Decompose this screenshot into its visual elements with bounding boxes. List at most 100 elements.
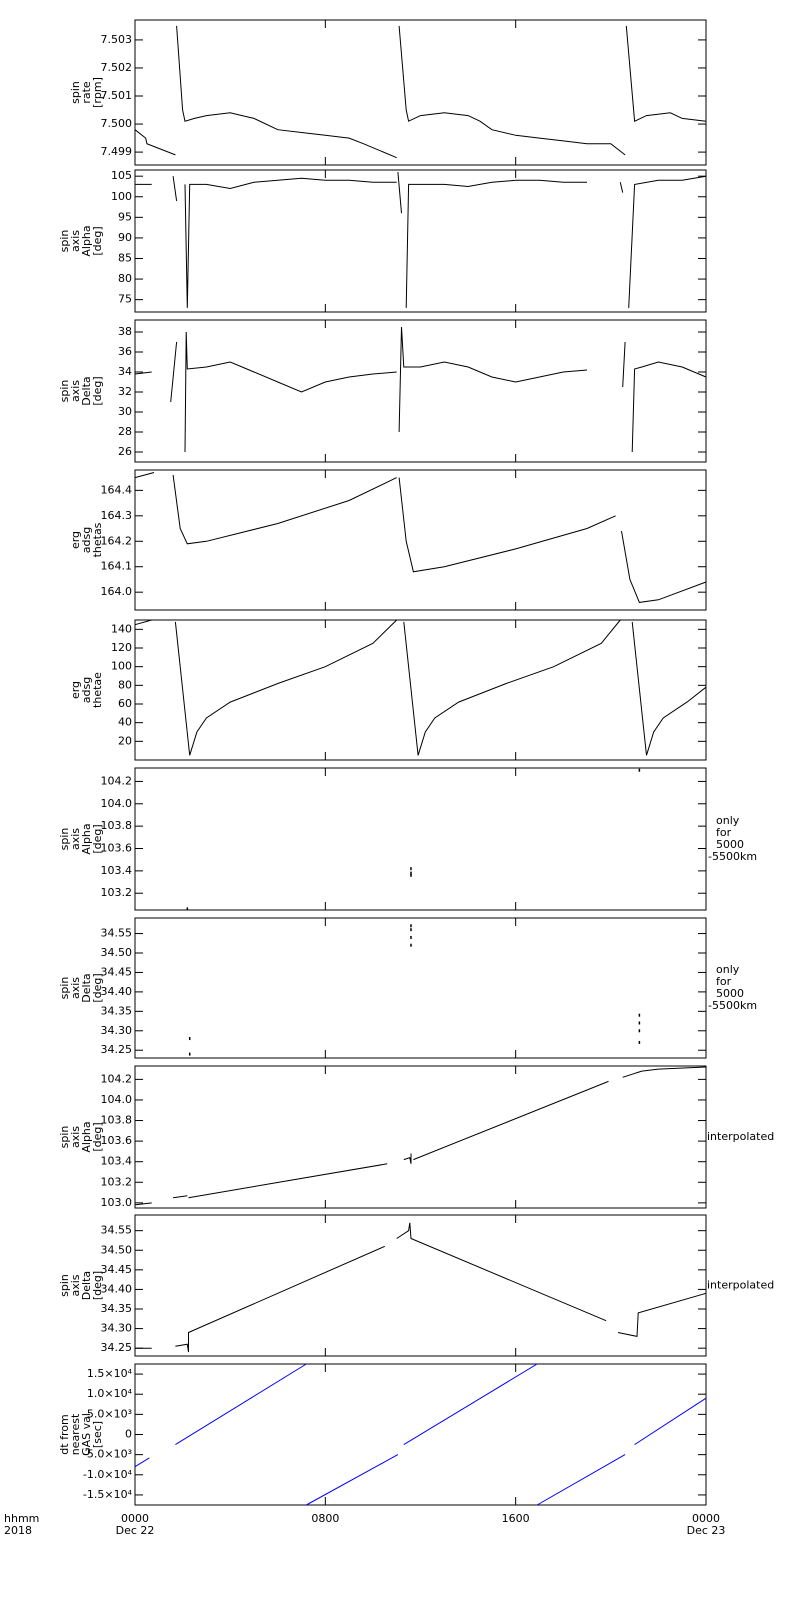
y-tick-label: 34.50 — [101, 1243, 133, 1256]
y-tick-label: 7.499 — [101, 145, 133, 158]
y-tick-label: 7.501 — [101, 89, 133, 102]
y-axis-label-line: erg — [69, 531, 82, 549]
y-tick-label: 90 — [118, 231, 132, 244]
y-axis-label-line: Delta — [80, 376, 93, 405]
panel-frame — [134, 619, 707, 761]
annotation: 5000 — [716, 838, 744, 851]
y-tick-label: 80 — [118, 272, 132, 285]
data-point — [410, 924, 412, 928]
y-axis-label-line: [deg] — [91, 376, 104, 405]
panel-frame — [134, 19, 707, 166]
y-axis-label-line: axis — [69, 380, 82, 402]
y-tick-label: 103.2 — [101, 1175, 133, 1188]
annotation: only — [716, 814, 740, 827]
y-tick-label: 34.25 — [101, 1043, 133, 1056]
data-point — [188, 1052, 191, 1056]
data-line — [134, 1066, 707, 1206]
y-tick-label: 100 — [111, 190, 132, 203]
y-tick-label: 34.55 — [101, 927, 133, 940]
y-tick-label: 26 — [118, 445, 132, 458]
y-tick-label: 28 — [118, 425, 132, 438]
y-axis-label-line: Alpha — [80, 225, 93, 256]
y-tick-label: 75 — [118, 293, 132, 306]
y-tick-label: 164.2 — [101, 534, 133, 547]
data-point — [638, 1021, 641, 1025]
y-tick-label: 0 — [125, 1428, 132, 1441]
y-axis-label-line: [deg] — [91, 824, 104, 853]
annotation: -5500km — [708, 850, 757, 863]
y-axis-label-line: [deg] — [91, 1122, 104, 1151]
y-tick-label: 164.1 — [101, 560, 133, 573]
panel-frame — [134, 169, 707, 313]
y-tick-label: 103.6 — [101, 1134, 133, 1147]
data-line — [134, 326, 707, 453]
y-tick-label: 103.6 — [101, 842, 133, 855]
y-tick-label: 103.4 — [101, 864, 133, 877]
y-tick-label: 30 — [118, 405, 132, 418]
y-tick-label: 34.30 — [101, 1322, 133, 1335]
y-axis-label-line: Alpha — [80, 1121, 93, 1152]
y-tick-label: 85 — [118, 251, 132, 264]
annotation: interpolated — [707, 1279, 774, 1292]
y-tick-label: 103.4 — [101, 1155, 133, 1168]
y-tick-label: 5.0×10³ — [87, 1407, 132, 1420]
y-axis-label-line: spin — [58, 1126, 71, 1149]
y-axis-label-line: adsg — [80, 527, 93, 553]
y-tick-label: 103.0 — [101, 1196, 133, 1209]
data-point — [638, 768, 641, 772]
y-tick-label: 32 — [118, 385, 132, 398]
y-axis-label-line: [sec] — [91, 1421, 104, 1448]
y-tick-label: 7.500 — [101, 117, 133, 130]
y-axis-label-line: [rpm] — [91, 77, 104, 108]
y-tick-label: 103.2 — [101, 886, 133, 899]
y-axis-label-line: thetas — [91, 522, 104, 557]
y-tick-label: 36 — [118, 345, 132, 358]
y-axis-label-line: axis — [69, 1126, 82, 1148]
y-tick-label: 34.50 — [101, 946, 133, 959]
y-axis-label-line: [deg] — [91, 973, 104, 1002]
y-axis-label-line: spin — [69, 81, 82, 104]
y-axis-label-line: spin — [58, 1274, 71, 1297]
annotation: interpolated — [707, 1130, 774, 1143]
annotation: 5000 — [716, 987, 744, 1000]
y-axis-label-line: spin — [58, 977, 71, 1000]
y-tick-label: 60 — [118, 697, 132, 710]
data-line — [134, 25, 707, 159]
data-point — [410, 873, 412, 877]
y-axis-label-line: axis — [69, 977, 82, 999]
y-axis-label-line: axis — [69, 1274, 82, 1296]
y-tick-label: 34 — [118, 365, 132, 378]
annotation: for — [716, 826, 732, 839]
y-tick-label: -5.0×10³ — [83, 1448, 132, 1461]
y-axis-label-line: rate — [80, 81, 93, 104]
y-axis-label-line: spin — [58, 828, 71, 851]
annotation: only — [716, 963, 740, 976]
y-axis-label-line: spin — [58, 230, 71, 253]
y-tick-label: 1.0×10⁴ — [87, 1387, 133, 1400]
y-tick-label: 34.40 — [101, 1282, 133, 1295]
x-tick-sublabel: Dec 23 — [687, 1524, 726, 1537]
y-axis-label-line: axis — [69, 230, 82, 252]
x-tick-label: 0000 — [121, 1512, 149, 1525]
y-axis-label-line: GAS val — [80, 1413, 93, 1456]
data-point — [638, 1040, 641, 1044]
data-line — [134, 619, 707, 756]
y-axis-label-line: Alpha — [80, 823, 93, 854]
y-axis-label-line: erg — [69, 681, 82, 699]
y-tick-label: 80 — [118, 678, 132, 691]
y-tick-label: 95 — [118, 210, 132, 223]
y-tick-label: 120 — [111, 641, 132, 654]
y-axis-label-line: adsg — [80, 677, 93, 703]
y-axis-label-line: thetae — [91, 672, 104, 708]
y-tick-label: 34.40 — [101, 985, 133, 998]
y-tick-label: 1.5×10⁴ — [87, 1367, 133, 1380]
data-point — [410, 935, 412, 939]
